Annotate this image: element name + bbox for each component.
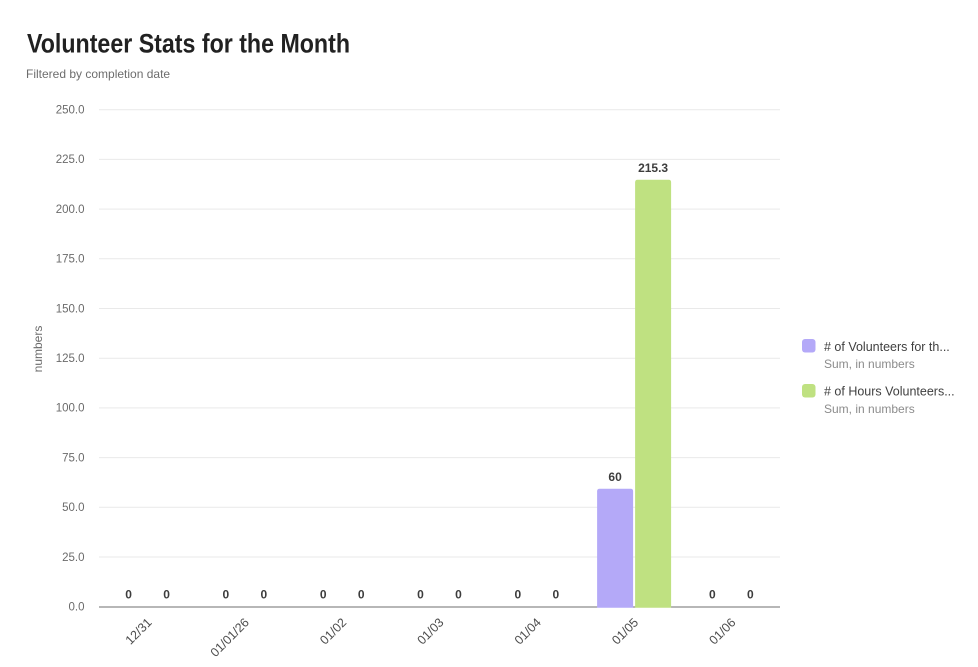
svg-text:0: 0 bbox=[514, 588, 521, 602]
svg-text:60: 60 bbox=[608, 470, 622, 484]
svg-text:125.0: 125.0 bbox=[56, 353, 85, 365]
svg-text:225.0: 225.0 bbox=[56, 154, 85, 166]
svg-text:0: 0 bbox=[261, 588, 268, 602]
svg-text:# of Hours Volunteers...: # of Hours Volunteers... bbox=[824, 385, 955, 399]
svg-text:215.3: 215.3 bbox=[638, 161, 668, 175]
svg-text:0: 0 bbox=[709, 588, 716, 602]
svg-text:numbers: numbers bbox=[31, 326, 45, 373]
svg-text:Filtered by completion date: Filtered by completion date bbox=[26, 67, 170, 81]
svg-text:Volunteer Stats for the Month: Volunteer Stats for the Month bbox=[27, 29, 350, 59]
svg-text:# of Volunteers for th...: # of Volunteers for th... bbox=[824, 340, 950, 354]
svg-text:0: 0 bbox=[455, 588, 462, 602]
svg-text:0: 0 bbox=[125, 588, 132, 602]
svg-text:Sum, in numbers: Sum, in numbers bbox=[824, 402, 915, 416]
svg-text:0: 0 bbox=[552, 588, 559, 602]
svg-text:175.0: 175.0 bbox=[56, 254, 85, 266]
svg-text:0: 0 bbox=[223, 588, 230, 602]
svg-text:50.0: 50.0 bbox=[62, 502, 84, 514]
svg-text:25.0: 25.0 bbox=[62, 552, 84, 564]
svg-text:0: 0 bbox=[358, 588, 365, 602]
svg-text:150.0: 150.0 bbox=[56, 303, 85, 315]
svg-text:250.0: 250.0 bbox=[56, 105, 85, 117]
svg-text:Sum, in numbers: Sum, in numbers bbox=[824, 357, 915, 371]
svg-text:100.0: 100.0 bbox=[56, 403, 85, 415]
svg-text:0.0: 0.0 bbox=[69, 602, 85, 614]
svg-text:0: 0 bbox=[163, 588, 170, 602]
svg-text:0: 0 bbox=[747, 588, 754, 602]
svg-text:75.0: 75.0 bbox=[62, 452, 84, 464]
svg-text:0: 0 bbox=[417, 588, 424, 602]
svg-text:0: 0 bbox=[320, 588, 327, 602]
svg-text:200.0: 200.0 bbox=[56, 204, 85, 216]
